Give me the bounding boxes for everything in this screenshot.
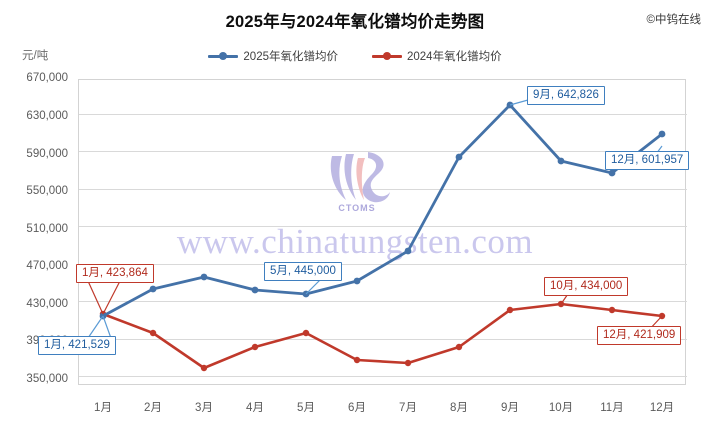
callout-red-jan: 1月, 423,864 [76,264,154,283]
legend-swatch-2025-icon [208,51,239,61]
y-tick-1: 630,000 [26,110,68,122]
legend-item-2024[interactable]: 2024年氧化镨均价 [372,48,502,64]
x-tick-sep: 9月 [501,402,519,414]
y-tick-0: 670,000 [26,72,68,84]
x-tick-feb: 2月 [144,402,162,414]
y-tick-8: 350,000 [26,373,68,385]
x-tick-oct: 10月 [548,402,574,414]
callout-blue-may: 5月, 445,000 [264,262,342,281]
x-tick-nov: 11月 [600,402,624,414]
callout-blue-sep: 9月, 642,826 [527,86,605,105]
legend-label-2025: 2025年氧化镨均价 [243,51,338,63]
legend-item-2025[interactable]: 2025年氧化镨均价 [208,48,338,64]
y-tick-4: 510,000 [26,223,68,235]
y-tick-2: 590,000 [26,148,68,160]
chart-legend: 2025年氧化镨均价 2024年氧化镨均价 [0,48,710,64]
page-title: 2025年与2024年氧化镨均价走势图 [225,13,485,31]
copyright-notice: ©中钨在线 [646,14,701,26]
y-axis-unit-label: 元/吨 [22,50,49,62]
leader-red-jan-b [102,280,121,315]
leader-blue-sep [509,99,529,106]
y-tick-6: 430,000 [26,298,68,310]
x-tick-jan: 1月 [94,402,112,414]
y-tick-3: 550,000 [26,185,68,197]
series-2025-markers [99,101,666,320]
legend-swatch-2024-icon [372,51,402,61]
plot-area [78,79,687,385]
callout-blue-dec: 12月, 601,957 [605,151,690,170]
callout-red-oct: 10月, 434,000 [544,277,629,296]
x-tick-may: 5月 [297,402,315,414]
legend-label-2024: 2024年氧化镨均价 [407,51,502,63]
x-tick-aug: 8月 [450,402,468,414]
callout-red-dec: 12月, 421,909 [597,326,682,345]
x-tick-jun: 6月 [348,402,366,414]
callout-blue-jan: 1月, 421,529 [38,336,116,355]
x-tick-dec: 12月 [649,402,675,414]
y-tick-5: 470,000 [26,260,68,272]
series-2025-line [99,101,666,320]
x-tick-jul: 7月 [399,402,417,414]
leader-red-jan-a [87,280,104,315]
x-tick-mar: 3月 [195,402,213,414]
x-tick-apr: 4月 [246,402,264,414]
